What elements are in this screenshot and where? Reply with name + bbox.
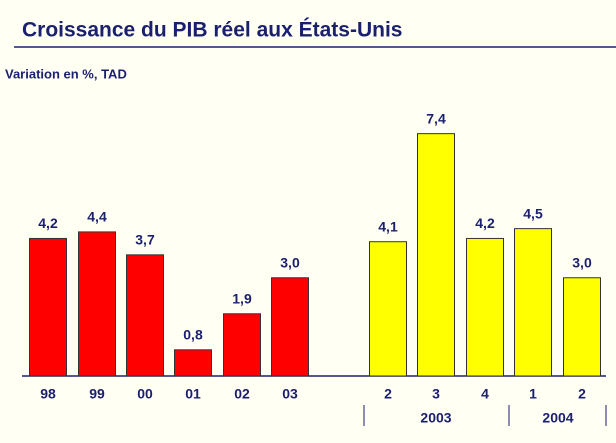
value-label: 4,2 bbox=[38, 215, 58, 231]
chart-subtitle: Variation en %, TAD bbox=[5, 66, 127, 81]
bar bbox=[223, 313, 261, 377]
value-label: 3,0 bbox=[572, 254, 592, 270]
x-tick-label: 2 bbox=[384, 386, 392, 402]
bar bbox=[29, 237, 67, 377]
bar bbox=[514, 228, 552, 377]
value-label: 3,0 bbox=[280, 254, 300, 270]
value-label: 4,2 bbox=[475, 215, 495, 231]
x-tick-label: 02 bbox=[234, 386, 250, 402]
x-tick-label: 99 bbox=[89, 386, 105, 402]
value-label: 4,5 bbox=[523, 205, 543, 221]
bar bbox=[271, 277, 309, 377]
x-tick-label: 00 bbox=[137, 386, 153, 402]
x-tick-label: 1 bbox=[529, 386, 537, 402]
group-label: 2003 bbox=[420, 410, 451, 426]
bar bbox=[369, 241, 407, 377]
value-label: 0,8 bbox=[183, 327, 203, 343]
value-label: 1,9 bbox=[232, 290, 252, 306]
x-tick-label: 98 bbox=[40, 386, 56, 402]
bar bbox=[563, 277, 601, 377]
x-tick-label: 2 bbox=[578, 386, 586, 402]
value-label: 4,1 bbox=[378, 218, 398, 234]
bar bbox=[126, 254, 164, 377]
x-tick-label: 03 bbox=[282, 386, 298, 402]
bar bbox=[174, 349, 212, 377]
x-tick-label: 3 bbox=[432, 386, 440, 402]
value-label: 4,4 bbox=[87, 209, 107, 225]
chart-title: Croissance du PIB réel aux États-Unis bbox=[22, 19, 402, 42]
group-label: 2004 bbox=[542, 410, 573, 426]
x-tick-label: 01 bbox=[185, 386, 201, 402]
x-tick-label: 4 bbox=[481, 386, 489, 402]
bar bbox=[417, 133, 455, 377]
value-label: 7,4 bbox=[426, 110, 446, 126]
value-label: 3,7 bbox=[135, 232, 155, 248]
bar bbox=[466, 237, 504, 377]
bar bbox=[78, 231, 116, 377]
